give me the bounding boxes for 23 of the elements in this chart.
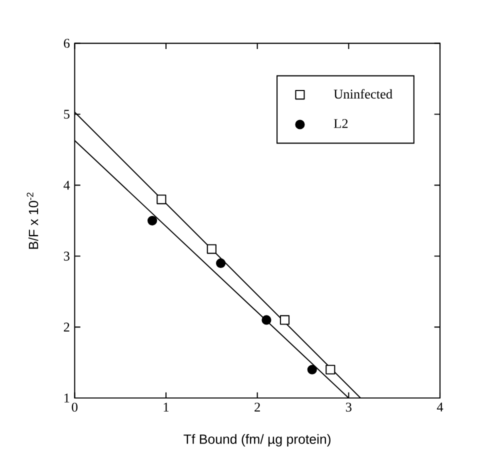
y-tick-label: 6 — [64, 38, 70, 48]
point — [280, 315, 290, 325]
y-tick-label: 4 — [64, 180, 70, 190]
x-tick-label: 0 — [72, 402, 78, 412]
legend-label: L2 — [334, 119, 348, 128]
point — [262, 315, 272, 325]
point — [307, 364, 317, 374]
legend-label: Uninfected — [334, 89, 392, 99]
x-tick-label: 2 — [254, 402, 260, 412]
point — [147, 216, 158, 226]
y-tick-label: 2 — [64, 322, 70, 332]
point — [326, 364, 336, 374]
point — [206, 244, 216, 254]
x-tick-label: 1 — [164, 402, 169, 412]
x-tick-label: 3 — [346, 402, 352, 412]
x-axis-title: Tf Bound (fm/ µg protein) — [184, 434, 330, 446]
x-tick-label: 4 — [436, 402, 444, 412]
y-tick-label: 5 — [64, 110, 70, 119]
y-axis-title: B/F x 10$^{-2}$ — [26, 192, 38, 249]
point — [216, 258, 226, 268]
y-tick-label: 3 — [64, 252, 70, 261]
y-tick-label: 1 — [64, 394, 70, 402]
point — [156, 194, 166, 204]
